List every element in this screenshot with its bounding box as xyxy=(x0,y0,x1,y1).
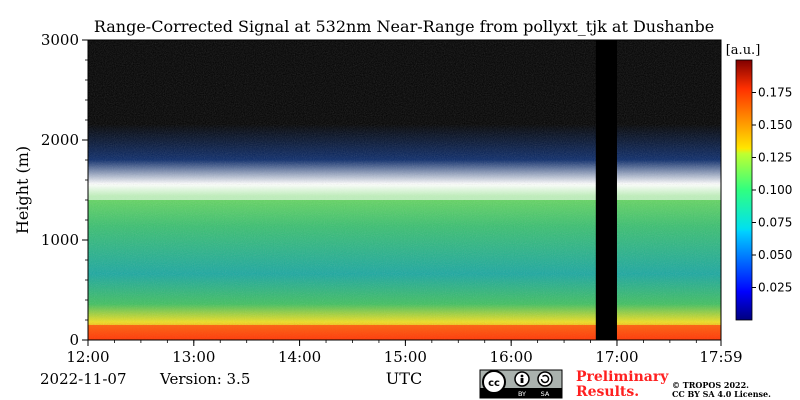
x-axis-label: UTC xyxy=(386,369,422,388)
y-tick-label: 0 xyxy=(69,331,79,349)
copyright-line1: © TROPOS 2022. xyxy=(672,380,749,390)
version-label: Version: 3.5 xyxy=(159,370,250,388)
y-tick-label: 3000 xyxy=(41,31,79,49)
x-tick-label: 17:00 xyxy=(595,348,638,366)
x-axis: 12:00 13:00 14:00 15:00 16:00 17:00 17:59 xyxy=(66,340,743,366)
by-label: BY xyxy=(518,390,526,398)
cc-license-badge: cc BY SA xyxy=(479,369,563,399)
by-icon-body xyxy=(520,378,524,383)
x-tick-label: 17:59 xyxy=(699,348,742,366)
y-axis-label: Height (m) xyxy=(13,146,32,234)
colorbar-unit-label: [a.u.] xyxy=(726,43,761,58)
x-tick-label: 16:00 xyxy=(490,348,533,366)
preliminary-label-line1: Preliminary xyxy=(576,369,669,385)
plot-area xyxy=(87,39,722,341)
colorbar-tick-label: 0.150 xyxy=(758,118,792,132)
colorbar: [a.u.] 0.025 0.050 0.075 0.100 0.125 0.150 0.1… xyxy=(726,43,792,321)
colorbar-tick-label: 0.125 xyxy=(758,151,792,165)
cc-badge-lower xyxy=(480,388,562,398)
sa-label: SA xyxy=(541,390,550,398)
colorbar-ticks: 0.025 0.050 0.075 0.100 0.125 0.150 0.175 xyxy=(752,86,792,295)
plot-frame xyxy=(87,39,722,341)
cc-icon-text: cc xyxy=(488,378,500,389)
chart-title: Range-Corrected Signal at 532nm Near-Ran… xyxy=(94,17,714,36)
signal-features xyxy=(88,185,721,340)
x-tick-label: 12:00 xyxy=(66,348,109,366)
colorbar-tick-label: 0.050 xyxy=(758,248,792,262)
colorbar-tick-label: 0.175 xyxy=(758,86,792,100)
preliminary-label-line2: Results. xyxy=(576,384,639,400)
y-axis: 0 1000 2000 3000 xyxy=(41,31,88,349)
sa-icon xyxy=(537,371,553,387)
colorbar-tick-label: 0.025 xyxy=(758,281,792,295)
feature-surface-layer xyxy=(88,325,721,340)
data-gap xyxy=(595,40,617,340)
sa-icon-arrow xyxy=(540,374,550,384)
y-tick-label: 2000 xyxy=(41,131,79,149)
x-tick-label: 15:00 xyxy=(384,348,427,366)
colorbar-gradient xyxy=(735,59,753,321)
date-label: 2022-11-07 xyxy=(40,370,126,388)
by-icon-head xyxy=(520,374,524,378)
x-tick-label: 13:00 xyxy=(172,348,215,366)
feature-boundary-layer-top xyxy=(88,185,721,200)
cc-icon xyxy=(482,370,506,394)
colorbar-tick-label: 0.100 xyxy=(758,183,792,197)
x-tick-label: 14:00 xyxy=(278,348,321,366)
y-tick-label: 1000 xyxy=(41,231,79,249)
colorbar-tick-label: 0.075 xyxy=(758,216,792,230)
copyright-line2: CC BY SA 4.0 License. xyxy=(672,389,771,399)
